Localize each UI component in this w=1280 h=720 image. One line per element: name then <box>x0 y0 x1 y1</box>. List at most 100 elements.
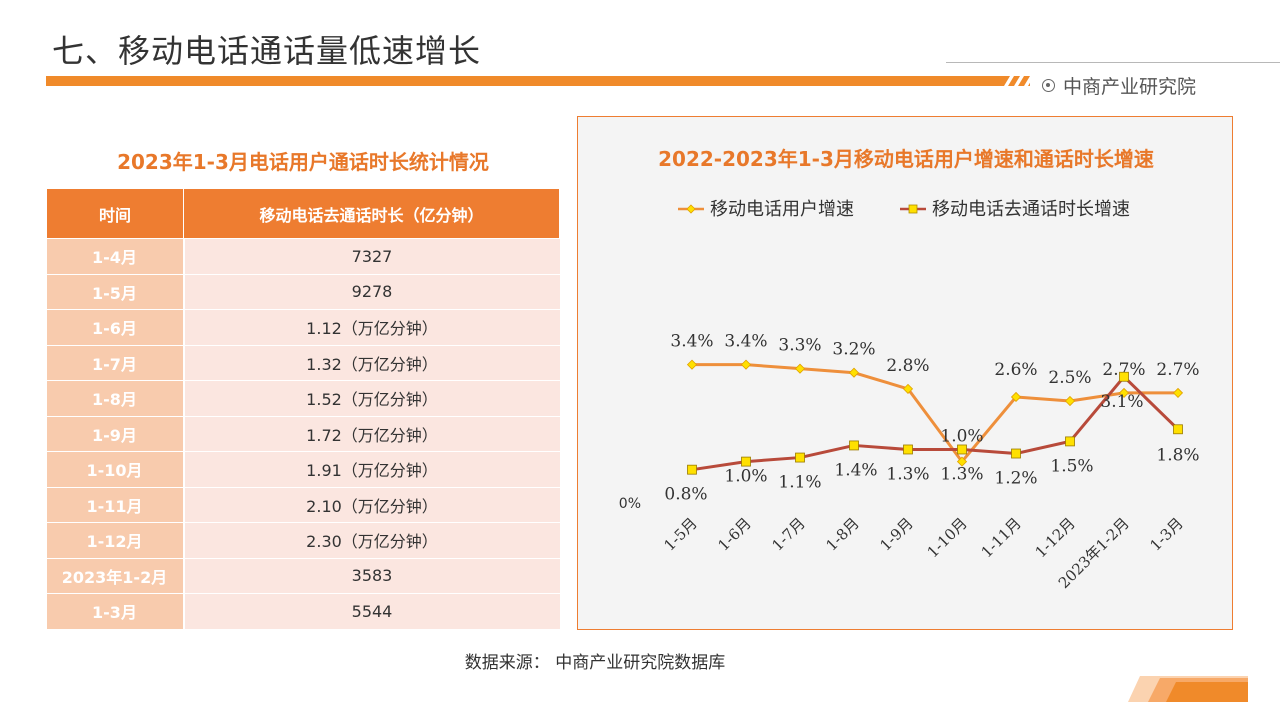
table-row: 1-9月 1.72（万亿分钟） <box>46 416 560 452</box>
data-point <box>794 363 806 374</box>
chart-title: 2022-2023年1-3月移动电话用户增速和通话时长增速 <box>658 147 1154 171</box>
data-point <box>1173 424 1183 435</box>
row-value: 2.30（万亿分钟） <box>182 522 560 559</box>
table-row: 1-7月 1.32（万亿分钟） <box>46 345 560 381</box>
data-point <box>686 359 698 370</box>
series-line-0 <box>692 363 1178 464</box>
x-tick-label: 1-7月 <box>768 514 808 554</box>
header-time: 时间 <box>46 188 184 239</box>
rule-slash-decoration <box>1004 76 1034 86</box>
data-label: 1.8% <box>1156 445 1199 465</box>
legend-label-1: 移动电话去通话时长增速 <box>932 199 1130 220</box>
data-label: 2.5% <box>1048 368 1091 388</box>
table-row: 1-5月 9278 <box>46 274 560 310</box>
data-point <box>956 456 968 467</box>
table-header-row: 时间 移动电话去通话时长（亿分钟） <box>46 188 560 239</box>
plot-area: 0%1-5月 1-6月 1-7月 1-8月 1-9月 1-10月 1-11月 1-12月202… <box>619 332 1200 592</box>
table-row: 1-11月 2.10（万亿分钟） <box>46 487 560 523</box>
row-value: 1.52（万亿分钟） <box>182 380 560 417</box>
x-tick-label: 1-9月 <box>876 514 916 554</box>
table-row: 1-4月 7327 <box>46 238 560 275</box>
row-time: 1-8月 <box>46 380 184 417</box>
data-point <box>848 367 860 378</box>
data-point <box>903 444 913 455</box>
row-value: 2.10（万亿分钟） <box>182 487 560 523</box>
row-time: 1-9月 <box>46 416 184 452</box>
chart-legend: 移动电话用户增速 移动电话去通话时长增速 <box>678 199 1130 220</box>
data-label: 3.1% <box>1100 392 1143 412</box>
x-tick-label: 1-10月 <box>924 514 971 561</box>
data-label: 2.7% <box>1156 360 1199 380</box>
data-source: 数据来源： 中商产业研究院数据库 <box>464 653 726 673</box>
row-value: 1.91（万亿分钟） <box>182 451 560 488</box>
brand-logo: 中商产业研究院 <box>1042 72 1196 99</box>
data-label: 1.4% <box>834 460 877 480</box>
row-value: 1.32（万亿分钟） <box>182 345 560 381</box>
data-point <box>1065 436 1075 447</box>
row-time: 1-5月 <box>46 274 184 310</box>
row-time: 2023年1-2月 <box>46 558 184 594</box>
row-value: 1.12（万亿分钟） <box>182 309 560 346</box>
data-point <box>1010 391 1022 403</box>
data-label: 2.7% <box>1102 360 1145 380</box>
data-label: 1.3% <box>940 464 983 484</box>
table-row: 1-10月 1.91（万亿分钟） <box>46 451 560 488</box>
row-value: 5544 <box>182 593 560 630</box>
data-point <box>1011 448 1021 459</box>
footer-stripe-decoration <box>1128 676 1248 702</box>
legend-marker-1 <box>908 204 918 214</box>
growth-line-chart: 2022-2023年1-3月移动电话用户增速和通话时长增速 移动电话用户增速 移动… <box>619 147 1200 592</box>
x-tick-label: 1-8月 <box>822 514 862 554</box>
data-label: 1.0% <box>724 467 767 487</box>
data-point <box>1064 395 1076 407</box>
legend-label-0: 移动电话用户增速 <box>710 199 854 220</box>
x-tick-label: 1-11月 <box>978 514 1025 561</box>
table-row: 1-6月 1.12（万亿分钟） <box>46 309 560 346</box>
data-point <box>740 359 752 370</box>
page-title: 七、移动电话通话量低速增长 <box>52 32 482 70</box>
data-point <box>795 452 805 463</box>
row-time: 1-6月 <box>46 309 184 346</box>
legend-marker-0 <box>686 204 696 214</box>
row-time: 1-4月 <box>46 238 184 275</box>
table-row: 1-8月 1.52（万亿分钟） <box>46 380 560 417</box>
table-body: 1-4月 7327 1-5月 9278 1-6月 1.12（万亿分钟） 1-7月 1.32（万… <box>46 238 560 630</box>
call-duration-table: 时间 移动电话去通话时长（亿分钟） 1-4月 7327 1-5月 9278 1-6月 1.… <box>46 188 560 630</box>
row-time: 1-3月 <box>46 593 184 630</box>
row-value: 1.72（万亿分钟） <box>182 416 560 452</box>
data-point <box>741 456 751 467</box>
data-point <box>1118 387 1130 398</box>
table-row: 1-3月 5544 <box>46 593 560 630</box>
x-tick-label: 1-6月 <box>714 514 754 554</box>
data-point <box>1172 387 1184 398</box>
data-label: 2.6% <box>994 360 1037 380</box>
brand-dot-icon <box>1042 79 1055 92</box>
data-label: 3.4% <box>670 332 713 352</box>
data-point <box>849 440 859 451</box>
header-value: 移动电话去通话时长（亿分钟） <box>183 188 560 239</box>
data-label: 0.8% <box>664 485 707 505</box>
brand-name: 中商产业研究院 <box>1063 76 1197 98</box>
table-title: 2023年1-3月电话用户通话时长统计情况 <box>117 150 489 174</box>
x-tick-label: 1-3月 <box>1146 514 1186 554</box>
x-tick-label: 1-12月 <box>1032 514 1079 561</box>
data-label: 1.0% <box>940 427 983 447</box>
data-label: 3.2% <box>832 340 875 360</box>
table-row: 2023年1-2月 3583 <box>46 558 560 594</box>
data-label: 2.8% <box>886 356 929 376</box>
data-label: 3.3% <box>778 336 821 356</box>
data-point <box>1119 371 1129 382</box>
title-thin-rule <box>946 62 1280 63</box>
data-label: 3.4% <box>724 332 767 352</box>
row-time: 1-7月 <box>46 345 184 381</box>
table-row: 1-12月 2.30（万亿分钟） <box>46 522 560 559</box>
title-rule <box>46 76 1030 86</box>
data-point <box>957 444 967 455</box>
data-label: 1.5% <box>1050 456 1093 476</box>
data-label: 1.1% <box>778 473 821 493</box>
x-tick-label: 1-5月 <box>660 514 700 554</box>
row-value: 3583 <box>182 558 560 594</box>
row-time: 1-10月 <box>46 451 184 488</box>
data-point <box>902 383 914 394</box>
data-point <box>687 464 697 475</box>
